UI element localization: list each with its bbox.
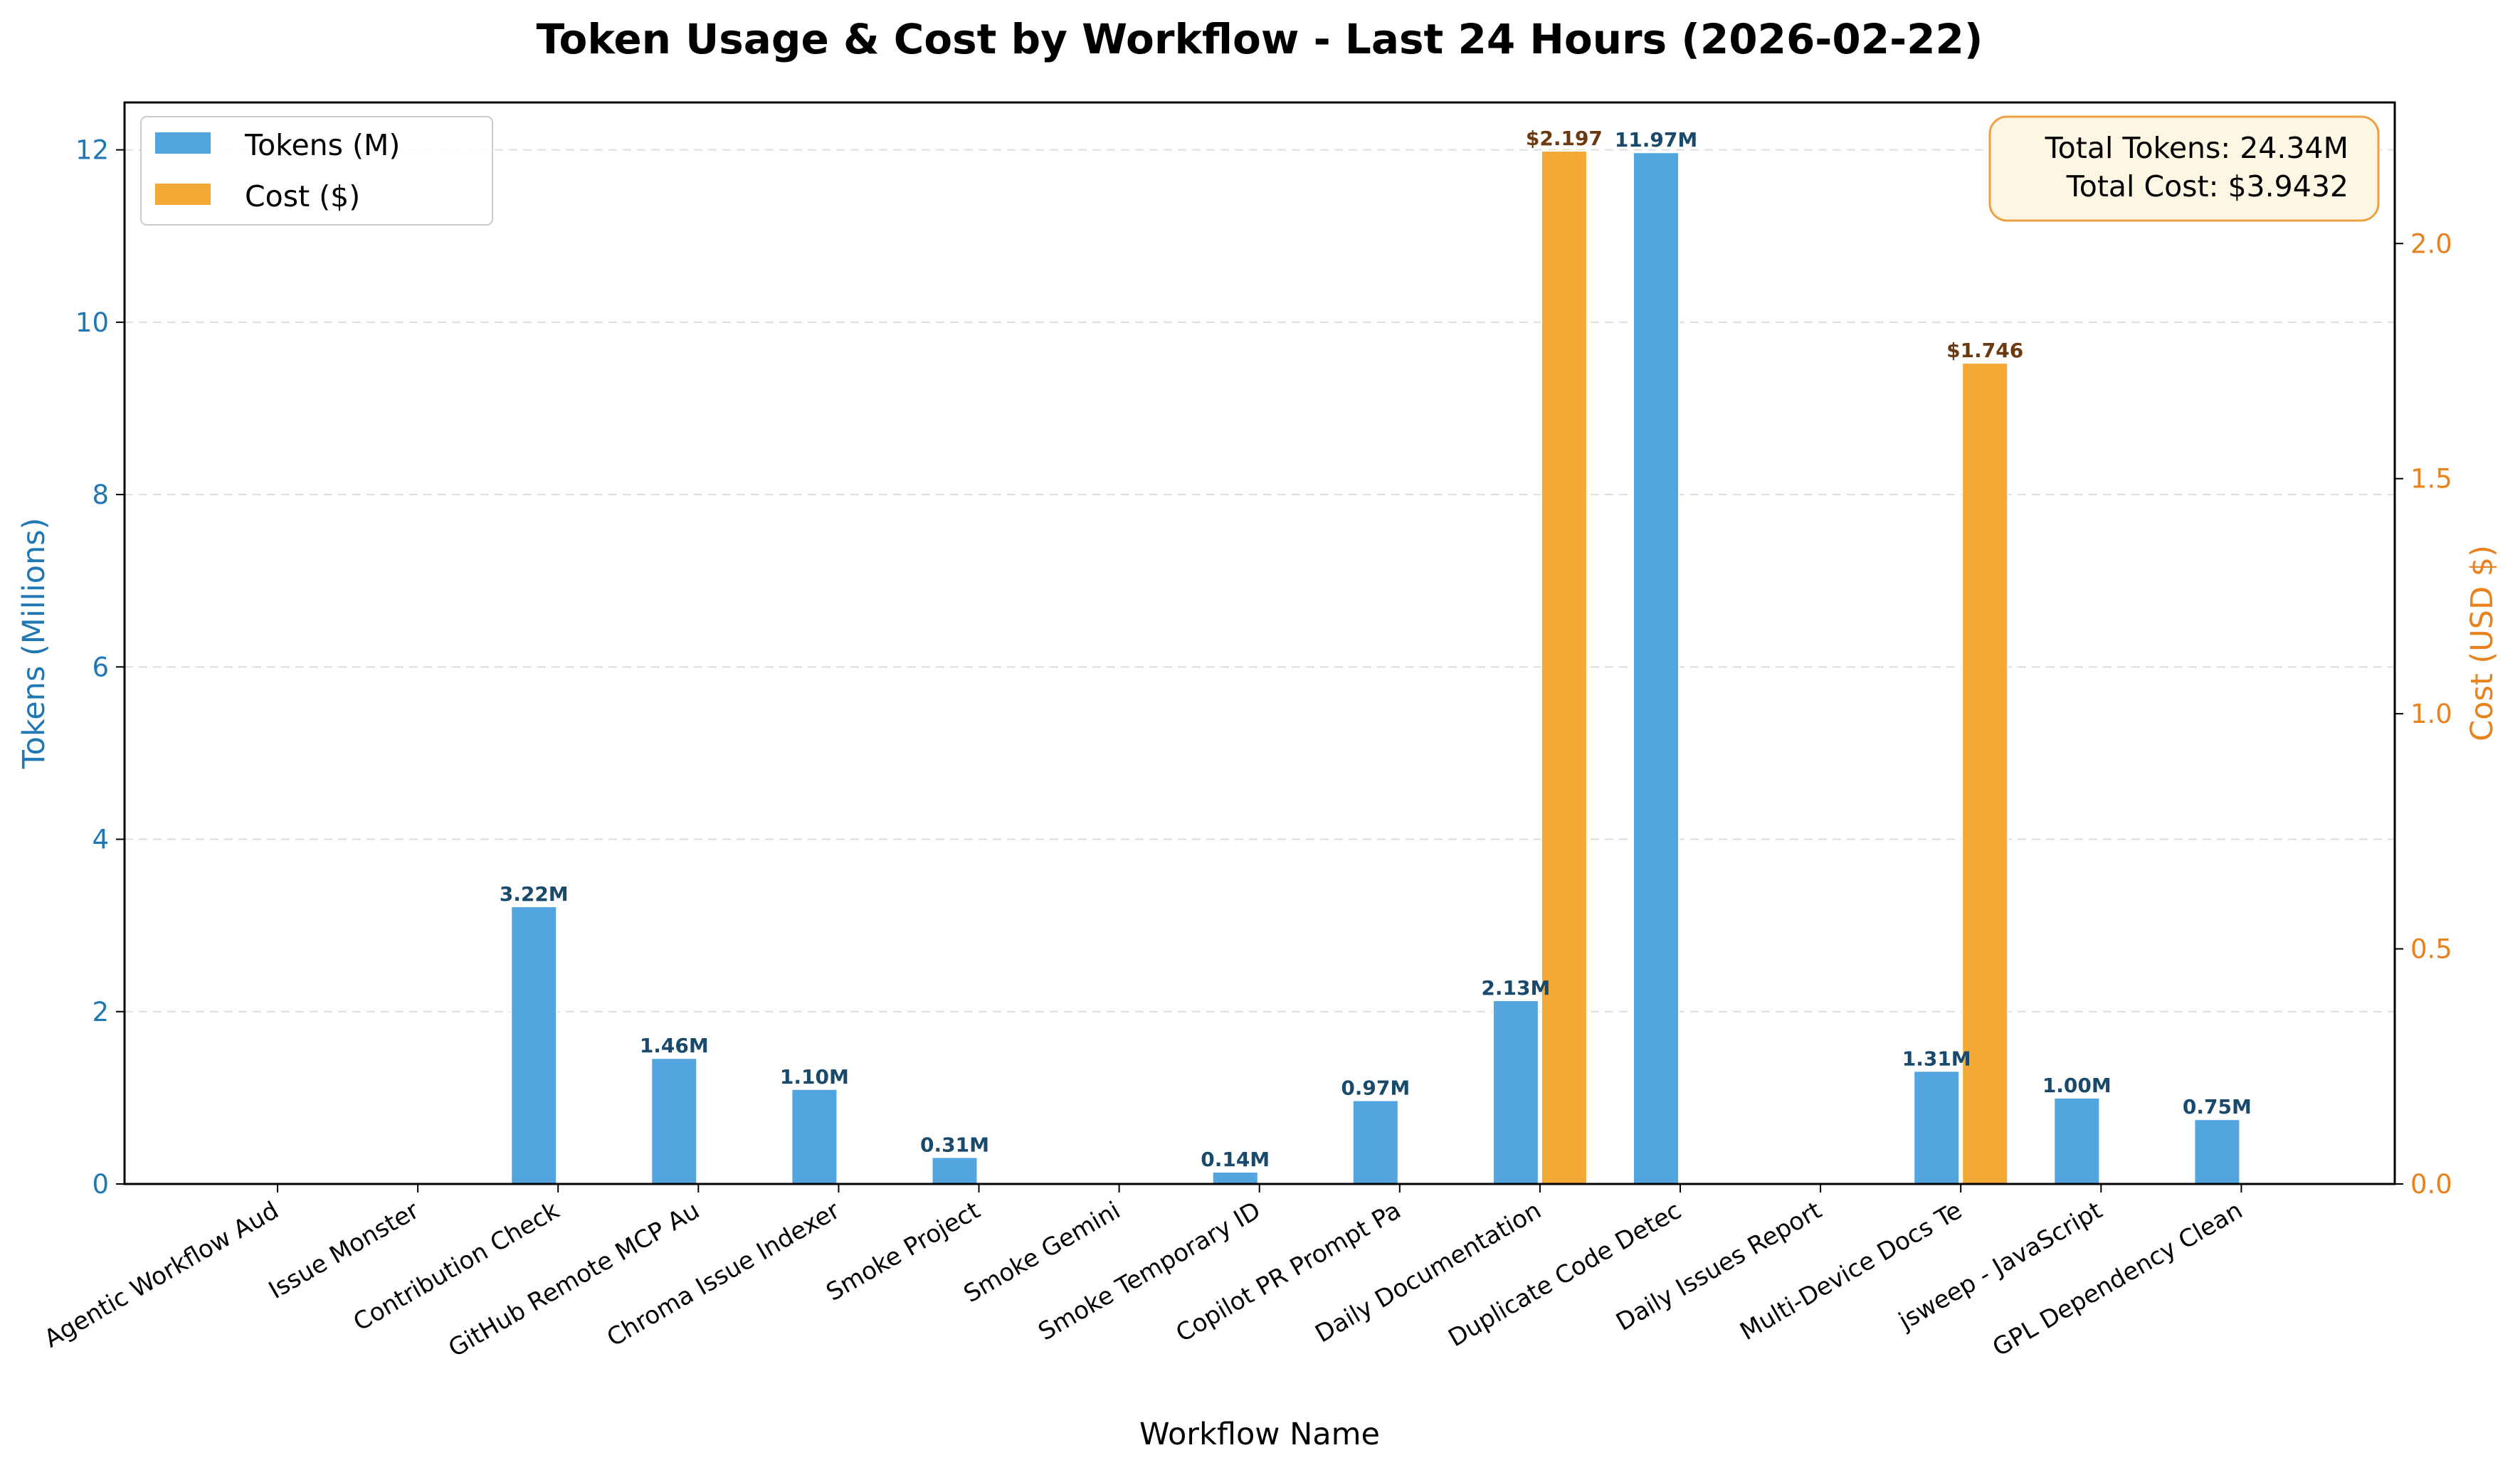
right-tick-label: 2.0 [2410, 228, 2452, 259]
left-tick-label: 6 [92, 652, 109, 682]
bar-tokens [1211, 1171, 1259, 1185]
bar-tokens [2193, 1119, 2241, 1185]
left-tick-label: 10 [75, 307, 109, 338]
bar-tokens [1913, 1070, 1961, 1185]
bar-tokens [510, 906, 558, 1185]
left-tick-label: 0 [92, 1169, 109, 1200]
bar-tokens [1351, 1099, 1399, 1185]
legend: Tokens (M) Cost ($) [140, 116, 493, 226]
left-axis-label: Tokens (Millions) [16, 518, 52, 770]
x-axis-label: Workflow Name [1139, 1417, 1380, 1452]
left-tick-label: 4 [92, 825, 109, 855]
x-tick-label: Duplicate Code Detec [1443, 1196, 1686, 1353]
bar-labels: 3.22M 1.46M 1.10M 0.31M 0.14M 0.97M 2.13M $2.19… [500, 127, 2252, 1171]
bar-label-cost: $1.746 [1946, 339, 2023, 362]
bar-label-tokens: 0.97M [1341, 1077, 1410, 1100]
bar-label-tokens: 2.13M [1481, 976, 1550, 1000]
bar-label-tokens: 3.22M [500, 882, 569, 906]
x-tick-label: Smoke Project [821, 1196, 985, 1307]
x-tick-label: Chroma Issue Indexer [602, 1196, 845, 1353]
x-tick-label: Copilot PR Prompt Pa [1171, 1196, 1406, 1348]
bar-tokens [1633, 152, 1680, 1185]
bar-label-tokens: 0.14M [1201, 1148, 1270, 1171]
bar-label-cost: $2.197 [1526, 127, 1603, 150]
legend-box [140, 116, 493, 226]
x-tick-label: GPL Dependency Clean [1988, 1196, 2247, 1363]
legend-label-cost: Cost ($) [245, 179, 360, 213]
legend-label-tokens: Tokens (M) [244, 128, 400, 162]
bar-tokens [791, 1088, 838, 1185]
bar-label-tokens: 0.75M [2183, 1095, 2252, 1119]
right-tick-label: 1.5 [2410, 464, 2452, 495]
right-tick-label: 0.5 [2410, 934, 2452, 965]
gridlines [125, 149, 2395, 1012]
right-axis-ticks: 0.0 0.5 1.0 1.5 2.0 [2395, 228, 2452, 1200]
right-axis-label: Cost (USD $) [2464, 545, 2500, 741]
summary-total-cost: Total Cost: $3.9432 [2066, 169, 2348, 203]
bar-label-tokens: 11.97M [1615, 128, 1697, 152]
bar-label-tokens: 1.46M [640, 1034, 709, 1057]
summary-box: Total Tokens: 24.34M Total Cost: $3.9432 [1988, 115, 2380, 222]
left-tick-label: 2 [92, 997, 109, 1027]
x-tick-label: Agentic Workflow Aud [40, 1196, 284, 1353]
bar-tokens [2053, 1096, 2101, 1185]
bar-label-tokens: 1.31M [1902, 1047, 1971, 1070]
x-tick-label: Multi-Device Docs Te [1735, 1196, 1966, 1346]
bar-tokens [931, 1156, 979, 1185]
x-tick-label: Smoke Temporary ID [1033, 1196, 1265, 1346]
bars [510, 150, 2241, 1185]
left-tick-label: 12 [75, 135, 109, 166]
x-tick-label: Daily Documentation [1311, 1196, 1546, 1348]
plot-frame [123, 101, 2396, 1185]
left-tick-label: 8 [92, 480, 109, 510]
summary-total-tokens: Total Tokens: 24.34M [2045, 131, 2348, 165]
bar-cost [1961, 362, 2009, 1185]
bar-label-tokens: 1.10M [780, 1065, 849, 1089]
x-tick-label: GitHub Remote MCP Au [444, 1196, 705, 1363]
legend-swatch-tokens [155, 132, 211, 154]
bar-label-tokens: 0.31M [920, 1133, 989, 1156]
bar-cost [1540, 150, 1588, 1185]
left-axis-ticks: 0 2 4 6 8 10 12 [75, 135, 125, 1200]
chart-title: Token Usage & Cost by Workflow - Last 24… [537, 15, 1983, 63]
right-tick-label: 1.0 [2410, 699, 2452, 729]
bar-tokens [1492, 1000, 1539, 1185]
bar-label-tokens: 1.00M [2042, 1074, 2112, 1097]
legend-swatch-cost [155, 184, 211, 205]
bar-tokens [650, 1057, 698, 1185]
right-tick-label: 0.0 [2410, 1169, 2452, 1200]
summary-box-frame [1988, 115, 2380, 222]
